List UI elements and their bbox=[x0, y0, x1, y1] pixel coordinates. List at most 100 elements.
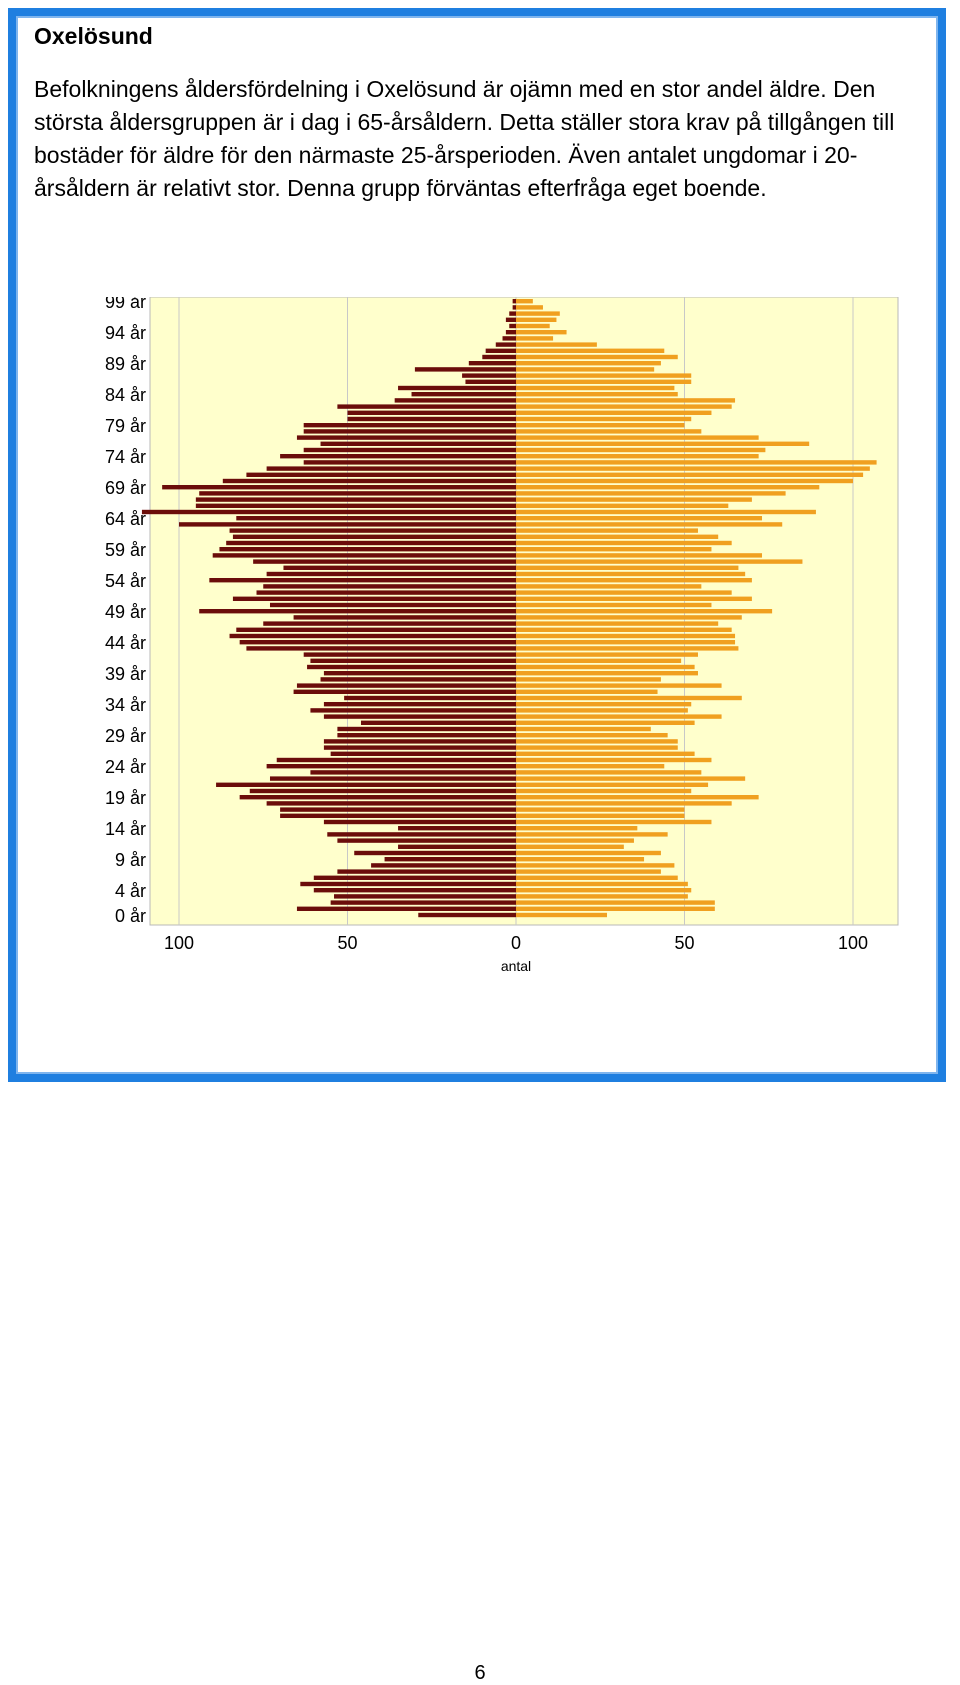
bar-right bbox=[516, 373, 692, 378]
bar-left bbox=[468, 361, 516, 366]
y-tick-label: 9 år bbox=[115, 850, 146, 870]
bar-right bbox=[516, 857, 645, 862]
x-tick-label: 0 bbox=[511, 933, 521, 953]
bar-left bbox=[253, 559, 516, 564]
bar-right bbox=[516, 497, 752, 502]
x-tick-label: 50 bbox=[337, 933, 357, 953]
bar-left bbox=[505, 317, 516, 322]
y-tick-label: 0 år bbox=[115, 906, 146, 926]
bar-left bbox=[199, 609, 516, 614]
bar-right bbox=[516, 745, 678, 750]
bar-left bbox=[232, 596, 517, 601]
bar-right bbox=[516, 602, 712, 608]
bar-right bbox=[516, 559, 803, 564]
bar-right bbox=[516, 491, 786, 496]
bar-left bbox=[512, 305, 516, 310]
bar-left bbox=[303, 447, 516, 453]
bar-left bbox=[246, 646, 516, 651]
bar-left bbox=[216, 782, 516, 787]
bar-left bbox=[266, 571, 516, 577]
bar-right bbox=[516, 311, 560, 316]
bar-right bbox=[516, 404, 732, 409]
bar-right bbox=[516, 615, 742, 620]
bar-right bbox=[516, 571, 746, 577]
bar-right bbox=[516, 454, 759, 459]
bar-right bbox=[516, 708, 688, 713]
bar-right bbox=[516, 578, 752, 583]
y-tick-label: 69 år bbox=[105, 478, 146, 498]
bar-left bbox=[249, 788, 516, 794]
y-tick-label: 94 år bbox=[105, 323, 146, 343]
bar-left bbox=[313, 875, 516, 880]
bar-right bbox=[516, 720, 695, 725]
bar-left bbox=[303, 423, 516, 428]
bar-left bbox=[195, 497, 516, 502]
bar-left bbox=[398, 385, 516, 391]
body-text: Befolkningens åldersfördelning i Oxelösu… bbox=[34, 73, 934, 205]
bar-left bbox=[384, 857, 516, 862]
bar-left bbox=[263, 584, 516, 589]
y-tick-label: 24 år bbox=[105, 757, 146, 777]
bar-right bbox=[516, 850, 661, 856]
bar-left bbox=[263, 621, 516, 626]
y-tick-label: 29 år bbox=[105, 726, 146, 746]
bar-left bbox=[411, 392, 516, 397]
bar-left bbox=[266, 466, 516, 471]
bar-left bbox=[141, 509, 516, 515]
bar-right bbox=[516, 565, 739, 570]
bar-right bbox=[516, 751, 695, 756]
bar-left bbox=[347, 410, 516, 415]
bar-left bbox=[502, 336, 516, 341]
bar-right bbox=[516, 522, 783, 527]
bar-right bbox=[516, 832, 668, 837]
bar-left bbox=[512, 299, 516, 304]
bar-left bbox=[280, 813, 516, 818]
bar-right bbox=[516, 888, 692, 893]
content-frame: Oxelösund Befolkningens åldersfördelning… bbox=[8, 8, 946, 1082]
bar-left bbox=[239, 640, 516, 645]
bar-left bbox=[485, 348, 516, 353]
bar-right bbox=[516, 596, 752, 601]
bar-right bbox=[516, 671, 698, 676]
bar-right bbox=[516, 503, 729, 508]
bar-right bbox=[516, 683, 722, 688]
page-title: Oxelösund bbox=[34, 23, 153, 49]
bar-right bbox=[516, 869, 661, 874]
bar-left bbox=[303, 652, 516, 657]
bar-right bbox=[516, 416, 692, 422]
bar-left bbox=[280, 807, 516, 812]
bar-right bbox=[516, 776, 746, 781]
bar-right bbox=[516, 553, 763, 558]
bar-left bbox=[219, 547, 516, 552]
bar-left bbox=[323, 819, 516, 825]
bar-right bbox=[516, 764, 665, 769]
y-tick-label: 54 år bbox=[105, 571, 146, 591]
bar-left bbox=[347, 416, 516, 422]
bar-right bbox=[516, 528, 698, 533]
bar-right bbox=[516, 584, 702, 589]
bar-left bbox=[195, 503, 516, 508]
bar-right bbox=[516, 478, 853, 484]
bar-right bbox=[516, 739, 678, 744]
bar-right bbox=[516, 801, 732, 806]
bar-left bbox=[509, 323, 516, 329]
bar-right bbox=[516, 429, 702, 434]
bar-right bbox=[516, 590, 732, 595]
bar-right bbox=[516, 385, 675, 391]
bar-left bbox=[360, 720, 516, 725]
bar-left bbox=[313, 888, 516, 893]
bar-left bbox=[394, 398, 516, 403]
bar-left bbox=[212, 553, 516, 558]
bar-left bbox=[320, 441, 516, 446]
bar-right bbox=[516, 392, 678, 397]
bar-left bbox=[232, 534, 517, 539]
bar-left bbox=[303, 460, 516, 465]
bar-right bbox=[516, 621, 719, 626]
bar-left bbox=[266, 764, 516, 769]
bar-left bbox=[334, 894, 516, 899]
bar-left bbox=[199, 491, 516, 496]
bar-right bbox=[516, 894, 688, 899]
bar-left bbox=[337, 869, 516, 874]
bar-left bbox=[505, 330, 516, 335]
x-axis-label: antal bbox=[501, 958, 531, 974]
